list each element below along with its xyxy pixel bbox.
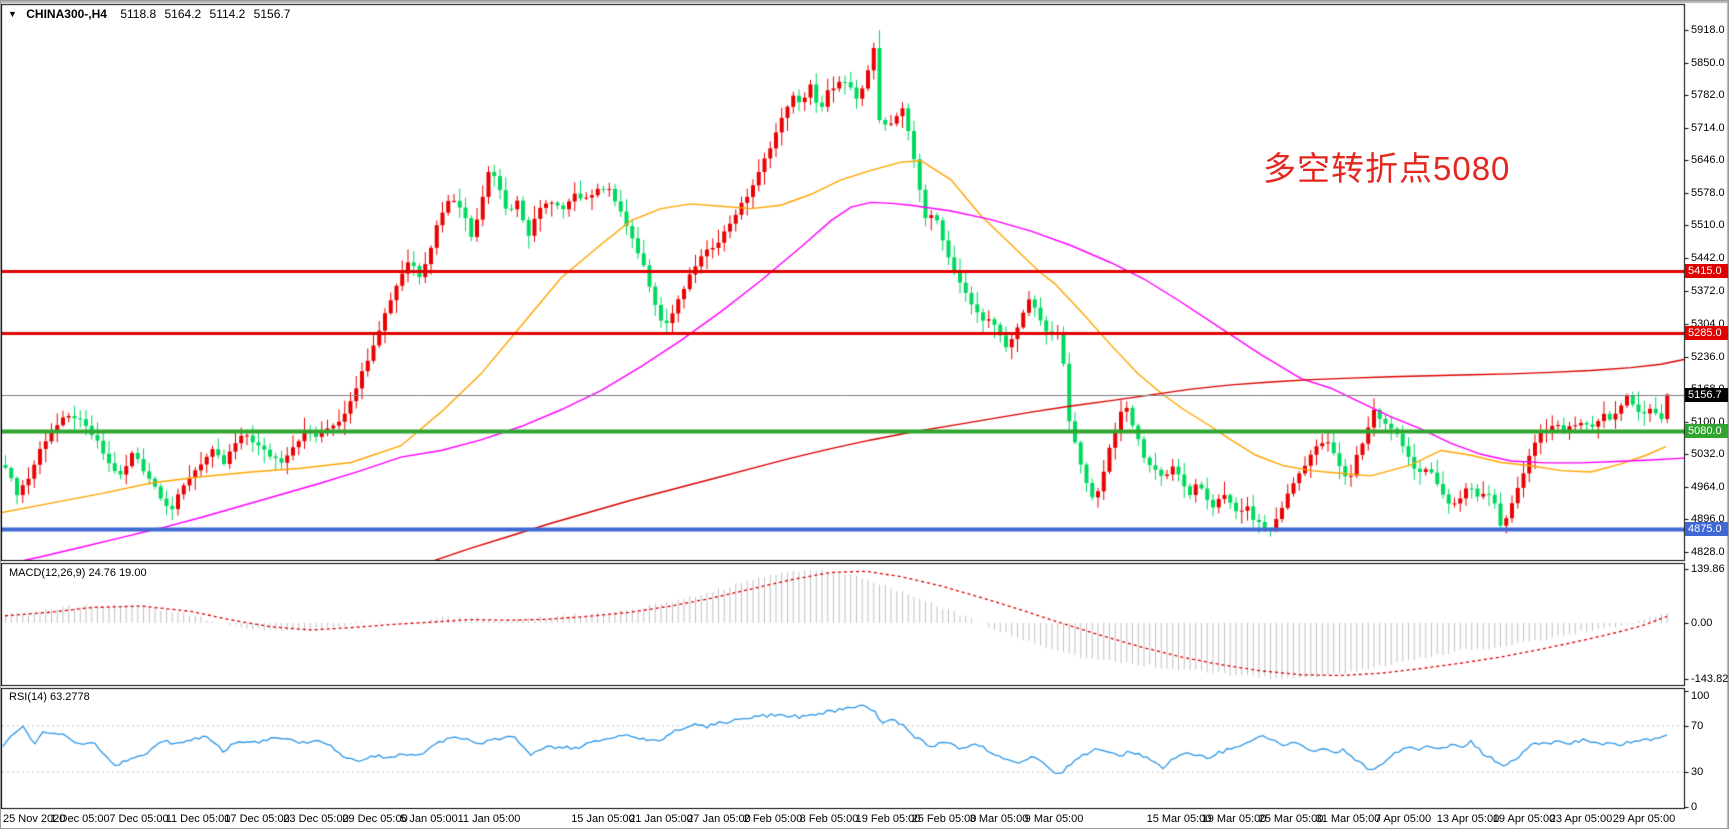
ohlc-readout: 5118.8 5164.2 5114.2 5156.7 (120, 7, 295, 21)
time-axis-label: 21 Jan 05:00 (629, 813, 693, 825)
price-axis-tick: 5782.0 (1691, 89, 1725, 102)
time-axis-label: 9 Mar 05:00 (1024, 813, 1084, 825)
time-axis-label: 5 Jan 05:00 (400, 813, 458, 825)
price-axis-tick: 5850.0 (1691, 56, 1725, 69)
macd-axis-tick: 139.86 (1691, 563, 1725, 575)
time-axis-label: 11 Dec 05:00 (165, 813, 231, 825)
ohlc-close: 5156.7 (253, 7, 291, 21)
time-axis-label: 25 Mar 05:00 (1258, 813, 1324, 825)
time-axis-label: 7 Dec 05:00 (109, 813, 169, 825)
time-axis-label: 7 Apr 05:00 (1374, 813, 1432, 825)
price-line-badge: 5285.0 (1685, 326, 1728, 341)
chart-title-bar: ▼ CHINA300-,H4 5118.8 5164.2 5114.2 5156… (8, 7, 295, 21)
macd-values: 24.76 19.00 (88, 567, 147, 579)
price-axis-tick: 4828.0 (1691, 546, 1725, 558)
price-axis-tick: 5714.0 (1691, 121, 1725, 134)
rsi-axis-tick: 0 (1691, 801, 1698, 813)
symbol-dropdown-icon[interactable]: ▼ (8, 9, 17, 19)
time-axis-label: 19 Mar 05:00 (1201, 813, 1267, 825)
rsi-name: RSI(14) (9, 691, 47, 703)
price-axis-tick: 5918.0 (1691, 24, 1725, 36)
time-axis-label: 3 Mar 05:00 (969, 813, 1029, 825)
time-axis-label: 13 Apr 05:00 (1436, 813, 1500, 825)
time-axis-label: 19 Feb 05:00 (855, 813, 921, 825)
time-axis-label: 11 Jan 05:00 (457, 813, 521, 825)
price-line-badge: 5080.0 (1685, 424, 1728, 439)
time-axis-label: 29 Apr 05:00 (1612, 813, 1676, 825)
time-axis[interactable]: 25 Nov 2020 1 Dec 05:00 7 Dec 05:00 11 Dec … (1, 809, 1685, 828)
price-axis-tick: 5646.0 (1691, 154, 1725, 167)
rsi-indicator-label: RSI(14) 63.2778 (9, 691, 90, 703)
time-axis-label: 31 Mar 05:00 (1315, 813, 1381, 825)
symbol-name: CHINA300-,H4 (26, 7, 107, 21)
price-line-badge: 5156.7 (1685, 387, 1728, 402)
rsi-axis-tick: 100 (1691, 690, 1710, 702)
time-axis-label: 25 Nov 2020 (3, 813, 66, 825)
price-axis-tick: 5578.0 (1691, 186, 1725, 199)
price-axis[interactable]: 5918.0 5850.0 5782.0 5714.0 5646.0 5578.0 5510… (1685, 1, 1729, 828)
time-axis-label: 25 Feb 05:00 (911, 813, 977, 825)
time-axis-label: 17 Dec 05:00 (224, 813, 290, 825)
time-axis-label: 8 Feb 05:00 (799, 813, 859, 825)
ohlc-high: 5164.2 (164, 7, 202, 21)
price-axis-tick: 4964.0 (1691, 480, 1725, 493)
price-line-badge: 4875.0 (1685, 522, 1728, 537)
ohlc-low: 5114.2 (209, 7, 246, 21)
price-axis-tick: 5372.0 (1691, 285, 1725, 298)
ohlc-open: 5118.8 (120, 7, 157, 21)
price-line-badge: 5415.0 (1685, 263, 1728, 278)
time-axis-label: 23 Dec 05:00 (283, 813, 349, 825)
time-axis-label: 19 Apr 05:00 (1492, 813, 1556, 825)
time-axis-label: 2 Feb 05:00 (743, 813, 803, 825)
time-axis-label: 23 Apr 05:00 (1549, 813, 1613, 825)
panel-splitter-macd[interactable] (1, 558, 1685, 564)
time-axis-label: 27 Jan 05:00 (687, 813, 751, 825)
time-axis-label: 1 Dec 05:00 (50, 813, 110, 825)
macd-axis-tick: -143.82 (1691, 672, 1729, 685)
macd-axis-tick: 0.00 (1691, 617, 1713, 629)
rsi-value: 63.2778 (49, 691, 90, 703)
price-axis-tick: 5510.0 (1691, 219, 1725, 232)
annotation-text[interactable]: 多空转折点5080 (1263, 150, 1511, 187)
panel-splitter-rsi[interactable] (1, 683, 1685, 689)
price-axis-tick: 5236.0 (1691, 350, 1725, 363)
time-axis-label: 15 Jan 05:00 (571, 813, 635, 825)
rsi-axis-tick: 30 (1691, 766, 1704, 779)
price-axis-tick: 5032.0 (1691, 448, 1725, 461)
macd-name: MACD(12,26,9) (9, 567, 86, 579)
time-axis-label: 29 Dec 05:00 (342, 813, 408, 825)
macd-indicator-label: MACD(12,26,9) 24.76 19.00 (9, 567, 147, 579)
rsi-axis-tick: 70 (1691, 719, 1704, 732)
time-axis-label: 15 Mar 05:00 (1146, 813, 1212, 825)
price-axis-tick: 4896.0 (1691, 513, 1725, 526)
price-axis-tick: 5442.0 (1691, 251, 1725, 264)
